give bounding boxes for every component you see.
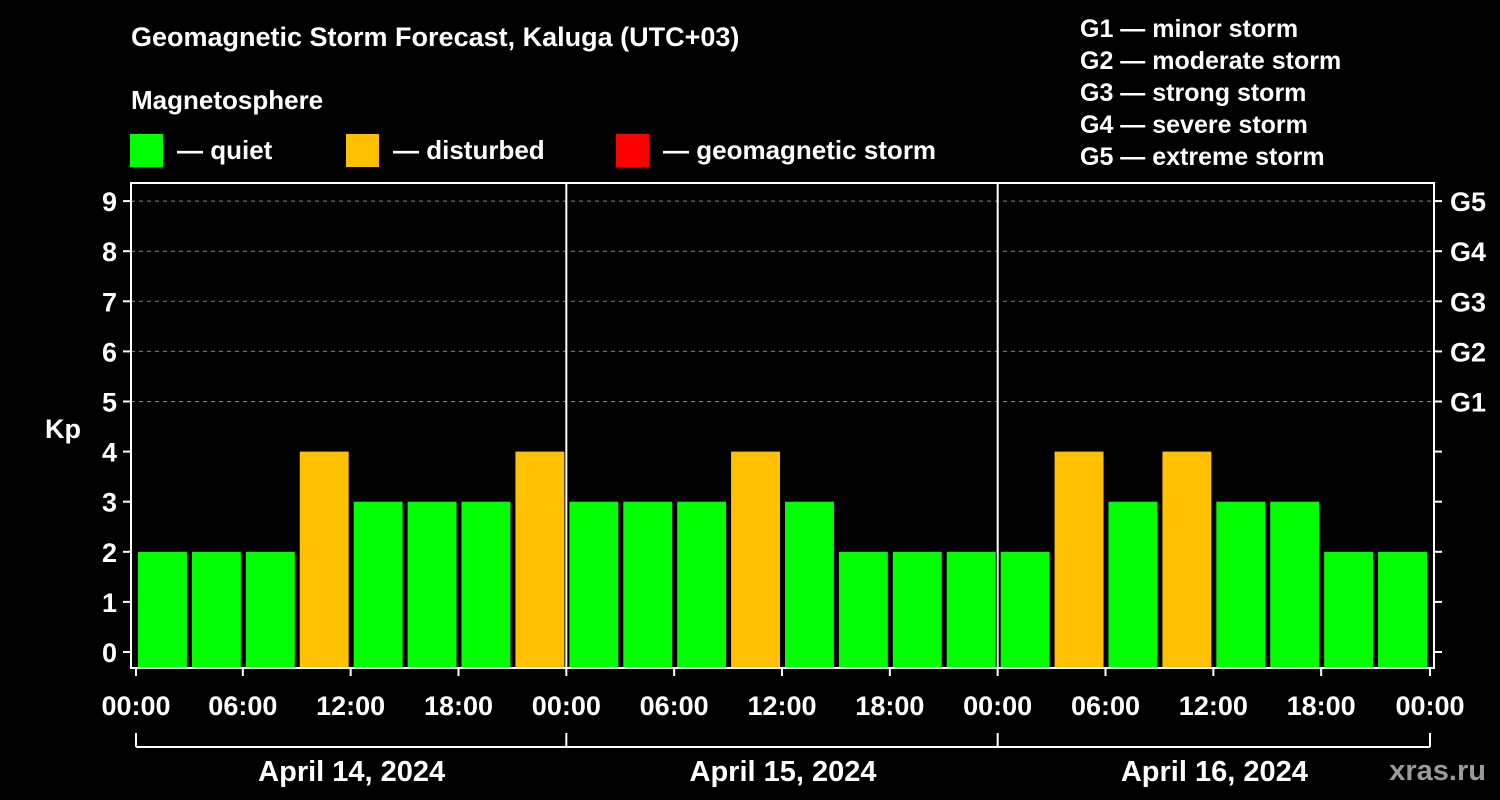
kp-bar (838, 551, 888, 667)
kp-bar (1162, 451, 1212, 667)
g-scale-legend: G1 — minor storm G2 — moderate storm G3 … (1080, 13, 1341, 173)
x-tick-label: 18:00 (855, 691, 924, 721)
day-label: April 15, 2024 (690, 756, 877, 788)
g-level-label: G3 (1450, 287, 1486, 317)
chart-title: Geomagnetic Storm Forecast, Kaluga (UTC+… (131, 22, 740, 52)
kp-bar (1378, 551, 1427, 667)
y-tick-label: 5 (102, 388, 117, 418)
legend-disturbed-swatch (346, 133, 379, 167)
kp-bar (191, 551, 241, 667)
y-tick-label: 8 (102, 237, 117, 267)
day-label: April 16, 2024 (1121, 756, 1308, 788)
x-tick-label: 00:00 (101, 691, 170, 721)
g-level-label: G2 (1450, 337, 1486, 367)
g-scale-item: G2 — moderate storm (1080, 47, 1342, 75)
kp-bar (1054, 451, 1104, 667)
y-tick-label: 1 (102, 588, 117, 618)
kp-bar (946, 551, 996, 667)
g-level-label: G4 (1450, 237, 1486, 267)
kp-bar (299, 451, 349, 667)
x-tick-label: 18:00 (1287, 691, 1356, 721)
kp-bar (353, 501, 403, 667)
legend-quiet-swatch (130, 133, 163, 167)
day-label: April 14, 2024 (258, 756, 445, 788)
x-tick-label: 06:00 (1071, 691, 1140, 721)
g-scale-item: G4 — severe storm (1080, 111, 1308, 139)
x-tick-label: 06:00 (208, 691, 277, 721)
x-tick-label: 12:00 (316, 691, 385, 721)
x-tick-label: 06:00 (640, 691, 709, 721)
kp-bar (1108, 501, 1158, 667)
kp-bar (677, 501, 727, 667)
legend-storm: — geomagnetic storm (616, 133, 936, 167)
y-tick-label: 7 (102, 287, 117, 317)
legend-storm-label: — geomagnetic storm (663, 134, 937, 165)
kp-bar (892, 551, 942, 667)
x-tick-label: 12:00 (747, 691, 816, 721)
x-tick-label: 12:00 (1179, 691, 1248, 721)
kp-bar (245, 551, 295, 667)
y-tick-label: 9 (102, 187, 117, 217)
g-level-label: G1 (1450, 388, 1486, 418)
legend-storm-swatch (616, 133, 649, 167)
kp-bar (515, 451, 565, 667)
kp-bar (731, 451, 780, 667)
x-tick-label: 00:00 (532, 691, 601, 721)
magnetosphere-label: Magnetosphere (131, 85, 324, 115)
kp-bar (569, 501, 619, 667)
legend-disturbed: — disturbed (346, 133, 545, 167)
g-scale-item: G1 — minor storm (1080, 15, 1299, 43)
g-level-label: G5 (1450, 187, 1486, 217)
kp-bar (461, 501, 511, 667)
legend-quiet-label: — quiet (177, 134, 273, 165)
legend-disturbed-label: — disturbed (393, 134, 545, 165)
kp-bar (1270, 501, 1320, 667)
kp-bar (138, 551, 187, 667)
legend-quiet: — quiet (130, 133, 272, 167)
kp-bar (1000, 551, 1050, 667)
y-axis-label: Kp (45, 414, 81, 444)
kp-bar (623, 501, 673, 667)
y-tick-label: 6 (102, 337, 117, 367)
x-tick-label: 00:00 (963, 691, 1032, 721)
kp-bar (407, 501, 457, 667)
kp-bar (1324, 551, 1374, 667)
g-scale-item: G3 — strong storm (1080, 79, 1307, 107)
y-tick-label: 4 (102, 438, 117, 468)
y-tick-label: 2 (102, 538, 117, 568)
x-tick-label: 18:00 (424, 691, 493, 721)
watermark: xras.ru (1389, 755, 1486, 787)
y-tick-label: 3 (102, 488, 117, 518)
x-tick-label: 00:00 (1395, 691, 1464, 721)
kp-bar (785, 501, 834, 667)
kp-bar (1216, 501, 1266, 667)
y-tick-label: 0 (102, 638, 117, 668)
g-scale-item: G5 — extreme storm (1080, 143, 1325, 171)
